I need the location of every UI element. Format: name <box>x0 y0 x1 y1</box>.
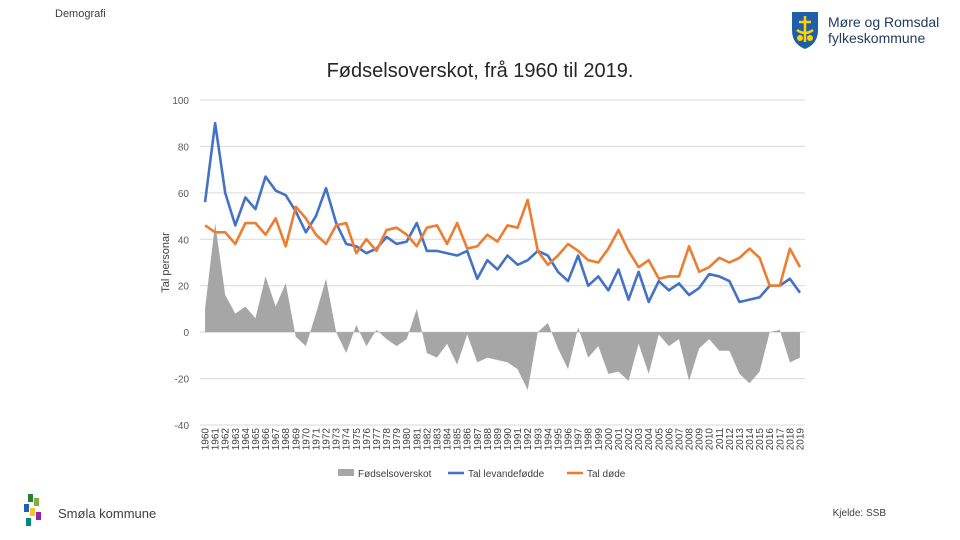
x-tick-label: 1989 <box>493 428 504 451</box>
x-tick-label: 1961 <box>211 428 222 451</box>
x-tick-label: 1964 <box>241 428 252 451</box>
x-tick-label: 1973 <box>332 428 343 451</box>
x-tick-label: 1998 <box>584 428 595 451</box>
brand-line-1: Møre og Romsdal <box>828 14 940 30</box>
smola-logo-icon <box>24 494 41 526</box>
legend-label: Fødselsoverskot <box>358 469 432 480</box>
x-tick-label: 2004 <box>644 428 655 451</box>
x-tick-label: 1990 <box>503 428 514 451</box>
x-tick-label: 1995 <box>553 428 564 451</box>
legend-swatch <box>338 469 354 476</box>
x-tick-label: 2008 <box>685 428 696 451</box>
x-tick-label: 1999 <box>594 428 605 451</box>
y-tick-label: 100 <box>172 96 189 107</box>
x-tick-label: 2019 <box>795 428 806 451</box>
series-area-fodselsoverskot <box>205 223 800 391</box>
x-tick-label: 1984 <box>443 428 454 451</box>
brand-name: Møre og Romsdal fylkeskommune <box>828 14 939 46</box>
x-tick-label: 1963 <box>231 428 242 451</box>
brand-line-2: fylkeskommune <box>828 30 926 46</box>
chart-title: Fødselsoverskot, frå 1960 til 2019. <box>326 60 634 82</box>
x-tick-label: 2017 <box>775 428 786 451</box>
municipality-name: Smøla kommune <box>58 506 157 521</box>
series-line-levandefodde <box>203 121 802 304</box>
y-tick-label: -40 <box>175 421 190 432</box>
y-tick-label: 0 <box>183 328 189 339</box>
x-tick-label: 2001 <box>614 428 625 451</box>
x-tick-label: 2009 <box>695 428 706 451</box>
x-tick-label: 1991 <box>513 428 524 451</box>
x-tick-label: 1974 <box>342 428 353 451</box>
x-tick-label: 1994 <box>543 428 554 451</box>
x-tick-label: 1986 <box>463 428 474 451</box>
x-tick-label: 1987 <box>473 428 484 451</box>
x-tick-label: 2015 <box>755 428 766 451</box>
x-tick-label: 1977 <box>372 428 383 451</box>
x-tick-label: 1983 <box>432 428 443 451</box>
y-axis-title: Tal personar <box>160 232 172 293</box>
coat-of-arms-icon <box>792 12 818 49</box>
x-tick-label: 2006 <box>664 428 675 451</box>
x-tick-label: 1976 <box>362 428 373 451</box>
brand-logo[interactable]: Møre og Romsdal fylkeskommune <box>790 10 940 52</box>
section-label: Demografi <box>55 8 106 20</box>
x-tick-label: 2010 <box>705 428 716 451</box>
x-tick-label: 1992 <box>523 428 534 451</box>
x-tick-label: 1997 <box>574 428 585 451</box>
x-tick-label: 1970 <box>301 428 312 451</box>
x-tick-label: 2016 <box>765 428 776 451</box>
y-tick-label: 40 <box>178 235 190 246</box>
x-tick-label: 1967 <box>271 428 282 451</box>
y-tick-label: 80 <box>178 142 190 153</box>
x-tick-label: 2003 <box>634 428 645 451</box>
y-tick-label: -20 <box>175 375 190 386</box>
x-tick-label: 1981 <box>412 428 423 451</box>
x-tick-label: 1965 <box>251 428 262 451</box>
x-tick-label: 2007 <box>674 428 685 451</box>
x-tick-label: 1962 <box>221 428 232 451</box>
x-tick-label: 1968 <box>281 428 292 451</box>
x-tick-label: 1972 <box>322 428 333 451</box>
x-tick-label: 1975 <box>352 428 363 451</box>
series-line-dode <box>204 198 802 288</box>
x-tick-label: 1966 <box>261 428 272 451</box>
x-tick-label: 2012 <box>725 428 736 451</box>
x-tick-label: 1988 <box>483 428 494 451</box>
legend-label: Tal døde <box>587 469 626 480</box>
x-tick-label: 2014 <box>745 428 756 451</box>
x-tick-label: 1985 <box>453 428 464 451</box>
x-tick-label: 2005 <box>654 428 665 451</box>
x-tick-label: 2002 <box>624 428 635 451</box>
x-tick-label: 1996 <box>564 428 575 451</box>
x-tick-label: 2011 <box>715 428 726 450</box>
x-tick-label: 2018 <box>785 428 796 451</box>
x-tick-label: 1993 <box>533 428 544 451</box>
x-tick-label: 1978 <box>382 428 393 451</box>
x-tick-label: 2000 <box>604 428 615 451</box>
x-tick-label: 1969 <box>291 428 302 451</box>
source-note: Kjelde: SSB <box>832 508 886 519</box>
y-tick-label: 20 <box>178 282 190 293</box>
x-tick-label: 1979 <box>392 428 403 451</box>
x-tick-label: 1982 <box>422 428 433 451</box>
x-tick-label: 2013 <box>735 428 746 451</box>
x-tick-label: 1971 <box>311 428 322 451</box>
x-tick-label: 1980 <box>402 428 413 451</box>
legend-label: Tal levandefødde <box>468 469 545 480</box>
y-tick-label: 60 <box>178 189 190 200</box>
x-tick-label: 1960 <box>201 428 212 451</box>
